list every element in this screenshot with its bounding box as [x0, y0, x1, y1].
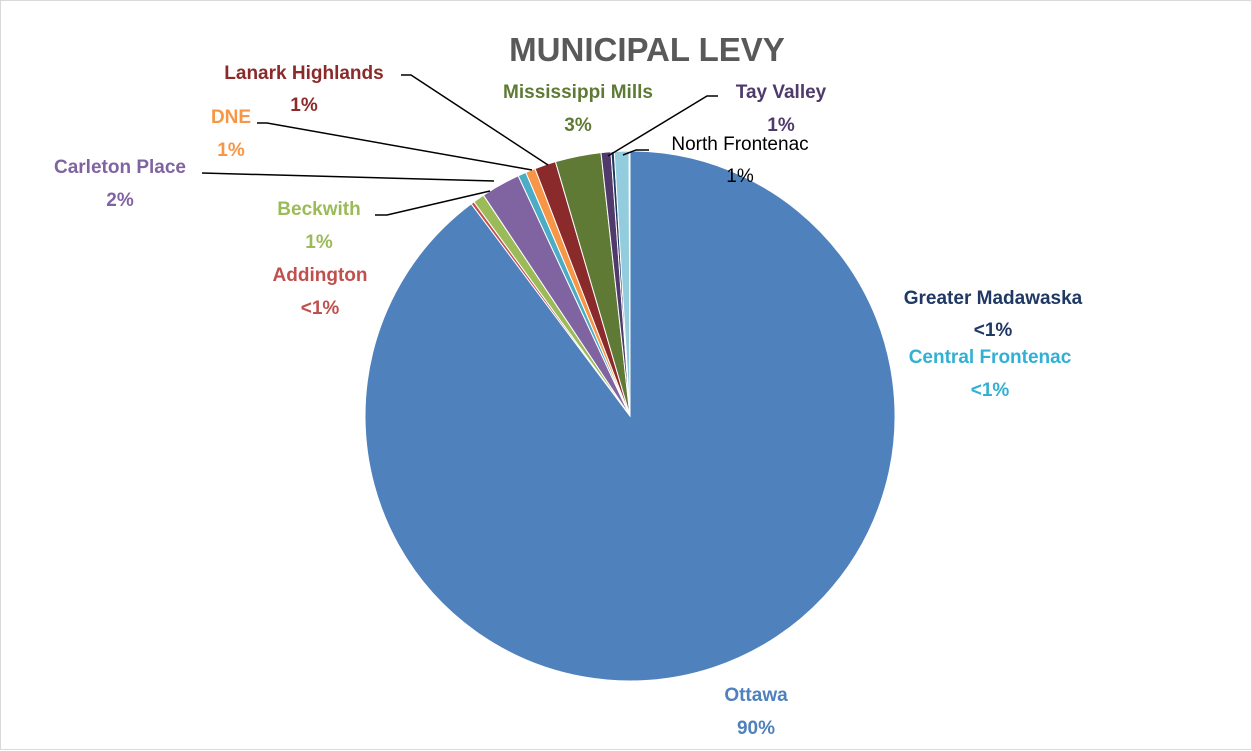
slice-label-dne: DNE	[211, 107, 251, 128]
slice-label-ottawa: Ottawa	[724, 685, 788, 706]
slice-percent-beckwith: 1%	[305, 232, 333, 253]
leader-line-beckwith	[375, 190, 491, 216]
slice-percent-lanark-highlands: 1%	[290, 95, 318, 116]
leader-line-dne	[257, 122, 533, 171]
slice-label-carleton-place: Carleton Place	[54, 157, 186, 178]
leader-line-north-frontenac	[622, 149, 649, 156]
chart-title: MUNICIPAL LEVY	[509, 31, 785, 68]
slice-label-north-frontenac: North Frontenac	[671, 134, 808, 155]
slice-label-greater-madawaska: Greater Madawaska	[904, 288, 1083, 309]
slice-percent-dne: 1%	[217, 140, 245, 161]
slice-percent-tay-valley: 1%	[767, 115, 795, 136]
pie-slice-greater-madawaska	[628, 150, 631, 417]
slice-label-beckwith: Beckwith	[277, 199, 360, 220]
leader-line-lanark-highlands	[401, 74, 549, 166]
slice-percent-ottawa: 90%	[737, 718, 775, 739]
slice-percent-greater-madawaska: <1%	[974, 320, 1013, 341]
slice-label-mississippi-mills: Mississippi Mills	[503, 82, 653, 103]
slice-label-central-frontenac: Central Frontenac	[909, 347, 1072, 368]
slice-label-tay-valley: Tay Valley	[736, 82, 827, 103]
leader-line-carleton-place	[201, 172, 495, 182]
slice-percent-addington: <1%	[301, 298, 340, 319]
slice-percent-mississippi-mills: 3%	[564, 115, 592, 136]
slice-label-addington: Addington	[273, 265, 368, 286]
slice-percent-central-frontenac: <1%	[971, 380, 1010, 401]
slice-percent-carleton-place: 2%	[106, 190, 134, 211]
slice-label-lanark-highlands: Lanark Highlands	[224, 63, 383, 84]
leader-line-tay-valley	[607, 95, 718, 157]
slice-percent-north-frontenac: 1%	[726, 166, 754, 187]
